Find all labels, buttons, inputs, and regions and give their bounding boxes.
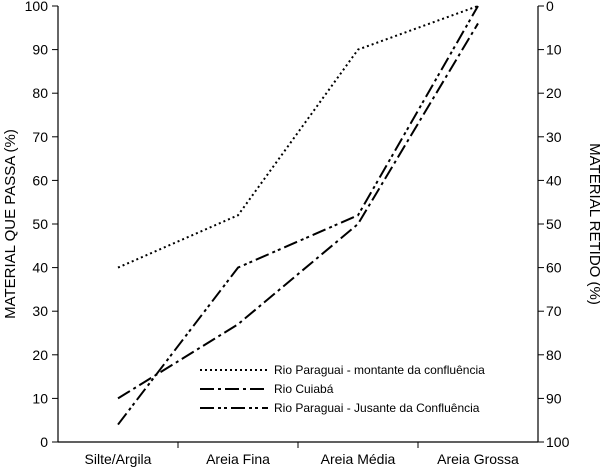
left-axis-title: MATERIAL QUE PASSA (%) [2, 129, 19, 319]
legend-label: Rio Paraguai - montante da confluência [274, 363, 485, 377]
right-tick-label: 80 [546, 347, 562, 363]
left-tick-label: 70 [32, 129, 48, 145]
series-lines [117, 5, 479, 426]
left-tick-label: 80 [32, 85, 48, 101]
legend-label: Rio Cuiabá [274, 382, 334, 396]
right-tick-label: 20 [546, 85, 562, 101]
left-tick-label: 100 [25, 0, 49, 14]
legend-label: Rio Paraguai - Jusante da Confluência [274, 401, 480, 415]
right-tick-label: 10 [546, 42, 562, 58]
left-tick-label: 0 [40, 434, 48, 450]
left-y-ticks: 0 10 20 30 40 50 60 70 80 90 100 [25, 0, 58, 450]
right-tick-label: 50 [546, 216, 562, 232]
legend: Rio Paraguai - montante da confluência Ri… [200, 363, 485, 415]
left-tick-label: 50 [32, 216, 48, 232]
x-tick-label: Areia Média [321, 451, 396, 467]
right-tick-label: 30 [546, 129, 562, 145]
right-tick-label: 0 [546, 0, 554, 14]
x-ticks: Silte/Argila Areia Fina Areia Média Areia G… [85, 442, 519, 467]
series-line [117, 22, 479, 400]
x-tick-label: Silte/Argila [85, 451, 152, 467]
series-line [117, 5, 479, 269]
left-tick-label: 20 [32, 347, 48, 363]
right-axis-title: MATERIAL RETIDO (%) [586, 143, 600, 305]
left-tick-label: 90 [32, 42, 48, 58]
left-tick-label: 40 [32, 260, 48, 276]
left-tick-label: 10 [32, 390, 48, 406]
right-tick-label: 100 [546, 434, 570, 450]
right-tick-label: 70 [546, 303, 562, 319]
x-tick-label: Areia Fina [206, 451, 270, 467]
left-tick-label: 30 [32, 303, 48, 319]
right-tick-label: 60 [546, 260, 562, 276]
left-tick-label: 60 [32, 172, 48, 188]
right-tick-label: 90 [546, 390, 562, 406]
series-line [117, 5, 479, 426]
right-tick-label: 40 [546, 172, 562, 188]
x-tick-label: Areia Grossa [437, 451, 519, 467]
